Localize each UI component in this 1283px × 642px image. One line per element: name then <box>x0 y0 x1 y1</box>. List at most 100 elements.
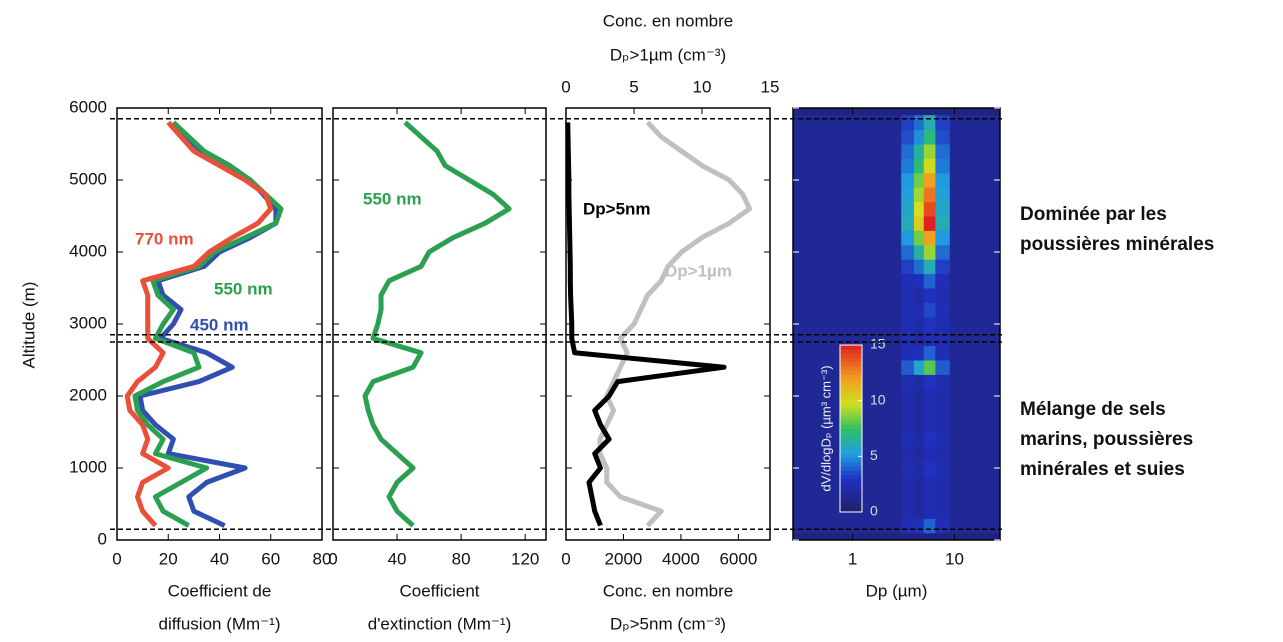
heatmap-cell <box>923 345 936 361</box>
colorbar-segment <box>840 361 862 367</box>
annotation: Dominée par les <box>1020 204 1167 225</box>
heatmap-cell <box>935 331 951 347</box>
annotation: poussières minérales <box>1020 234 1214 255</box>
heatmap-cell <box>935 446 951 462</box>
x-axis-label: Dₚ>5nm (cm⁻³) <box>610 614 726 633</box>
heatmap-cell <box>935 360 951 375</box>
y-axis-label: Altitude (m) <box>19 282 38 369</box>
colorbar-tick-label: 10 <box>870 391 886 407</box>
colorbar-segment <box>840 470 862 475</box>
colorbar-segment <box>840 407 862 413</box>
colorbar-segment <box>840 428 862 434</box>
colorbar-segment <box>840 420 862 425</box>
heatmap-cell <box>949 489 1001 505</box>
colorbar-segment <box>840 445 862 450</box>
heatmap-cell <box>913 144 925 159</box>
x-tick-label: 80 <box>313 549 332 568</box>
heatmap-cell <box>913 273 925 289</box>
heatmap-cell <box>923 288 936 303</box>
heatmap-cell <box>923 187 936 203</box>
heatmap-cell <box>935 115 951 131</box>
heatmap-cell <box>901 158 915 174</box>
heatmap-cell <box>935 216 951 231</box>
colorbar-segment <box>840 424 862 429</box>
x-tick-label: 4000 <box>662 549 700 568</box>
heatmap-cell <box>901 288 915 303</box>
heatmap-cell <box>949 288 1001 303</box>
heatmap-cell <box>949 158 1001 174</box>
colorbar-segment <box>840 436 862 442</box>
heatmap-cell <box>949 432 1001 447</box>
heatmap-cell <box>901 345 915 361</box>
x-axis-label: d'extinction (Mm⁻¹) <box>368 614 512 633</box>
heatmap-cell <box>913 216 925 231</box>
heatmap-cell <box>935 489 951 505</box>
heatmap-cell <box>901 316 915 332</box>
heatmap-cell <box>793 288 902 303</box>
heatmap-cell <box>949 187 1001 203</box>
heatmap-cell <box>913 172 925 188</box>
profile-line <box>124 120 274 528</box>
series-label: Dp>5nm <box>583 199 651 218</box>
heatmap-cell <box>913 475 925 491</box>
heatmap-cell <box>935 244 951 260</box>
heatmap-cell <box>793 201 902 217</box>
profile-line <box>597 120 753 528</box>
heatmap-cell <box>923 475 936 491</box>
y-tick-label: 4000 <box>69 241 107 260</box>
y-tick-label: 5000 <box>69 169 107 188</box>
heatmap-cell <box>923 374 936 390</box>
heatmap-cell <box>923 504 936 519</box>
colorbar-segment <box>840 457 862 463</box>
x-axis-label: diffusion (Mm⁻¹) <box>158 614 280 633</box>
colorbar-segment <box>840 482 862 488</box>
heatmap-cell <box>923 518 936 534</box>
heatmap-cell <box>949 460 1001 476</box>
heatmap-cell <box>913 489 925 505</box>
x-tick-label: 10 <box>945 549 964 568</box>
x-axis-label: Dp (µm) <box>866 581 928 600</box>
heatmap-cell <box>901 374 915 390</box>
colorbar-segment <box>840 399 862 404</box>
heatmap-cell <box>949 475 1001 491</box>
heatmap-cell <box>913 360 925 375</box>
heatmap-cell <box>923 172 936 188</box>
heatmap-cell <box>901 230 915 246</box>
colorbar-segment <box>840 441 862 446</box>
heatmap-cell <box>913 331 925 347</box>
heatmap-cell <box>935 259 951 275</box>
heatmap-cell <box>935 158 951 174</box>
colorbar-segment <box>840 353 862 359</box>
colorbar-segment <box>840 345 862 350</box>
heatmap-cell <box>901 115 915 131</box>
heatmap-cell <box>935 504 951 519</box>
heatmap-cell <box>949 129 1001 145</box>
colorbar-tick-label: 15 <box>870 336 886 352</box>
heatmap-cell <box>935 374 951 390</box>
heatmap-cell <box>901 187 915 203</box>
heatmap-cell <box>901 475 915 491</box>
heatmap-cell <box>935 172 951 188</box>
colorbar-segment <box>840 349 862 354</box>
x-tick-label: 40 <box>388 549 407 568</box>
annotation: minérales et suies <box>1020 459 1185 480</box>
heatmap-cell <box>901 504 915 519</box>
heatmap-cell <box>901 388 915 404</box>
heatmap-cell <box>913 417 925 433</box>
heatmap-cell <box>935 129 951 145</box>
heatmap-cell <box>913 230 925 246</box>
colorbar-segment <box>840 415 862 421</box>
heatmap-cell <box>949 417 1001 433</box>
colorbar-segment <box>840 382 862 388</box>
heatmap-cell <box>913 115 925 131</box>
colorbar-segment <box>840 357 862 363</box>
heatmap-cell <box>793 187 902 203</box>
heatmap-cell <box>913 302 925 318</box>
heatmap-cell <box>901 172 915 188</box>
heatmap-cell <box>913 518 925 534</box>
heatmap-cell <box>793 115 902 131</box>
heatmap-cell <box>901 331 915 347</box>
panel-frame <box>332 107 547 541</box>
colorbar-segment <box>840 495 862 500</box>
heatmap-cell <box>913 201 925 217</box>
